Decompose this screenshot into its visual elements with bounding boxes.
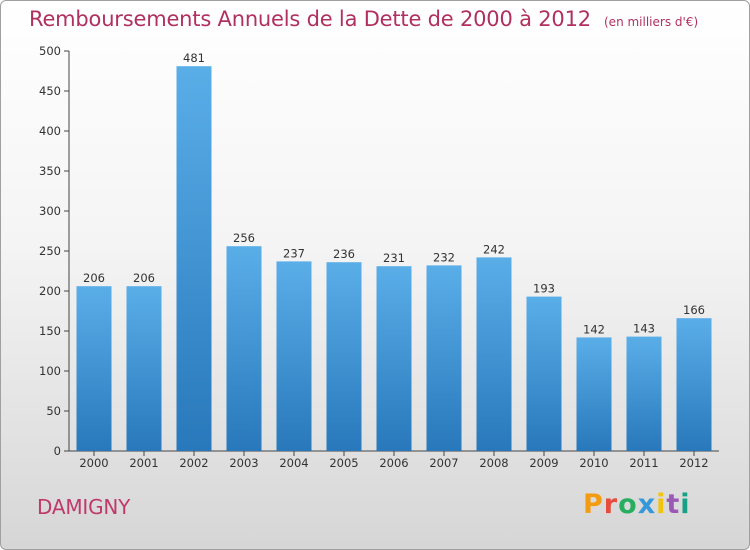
chart-bars [76,66,712,451]
bar [476,257,512,451]
bar-value-label: 193 [533,282,555,296]
bar-value-label: 481 [183,51,205,65]
x-tick-label: 2000 [79,456,108,470]
logo-letter: t [666,489,681,520]
y-tick-label: 200 [39,284,61,298]
chart-labels: 0 50 100 150 200 250 300 350 400 450 500 2000 206 200… [39,44,709,470]
bar-value-label: 236 [333,247,355,261]
x-tick-label: 2001 [129,456,158,470]
bar [326,262,362,451]
y-tick-label: 0 [54,444,61,458]
bar [676,318,712,451]
title-row: Remboursements Annuels de la Dette de 20… [29,7,698,31]
y-tick-label: 450 [39,84,61,98]
logo-letter: P [583,489,604,520]
logo-letter: x [637,489,657,520]
x-tick-label: 2011 [629,456,658,470]
logo-letter: o [618,489,638,520]
bar [126,286,162,451]
x-tick-label: 2006 [379,456,408,470]
x-tick-label: 2005 [329,456,358,470]
logo-letter: i [680,489,691,520]
y-tick-label: 300 [39,204,61,218]
y-tick-label: 50 [46,404,61,418]
bar [276,261,312,451]
proxiti-logo[interactable]: Proxiti [583,489,691,520]
bar-value-label: 232 [433,250,455,264]
bar [376,266,412,451]
y-tick-label: 100 [39,364,61,378]
bar-value-label: 256 [233,231,255,245]
x-tick-label: 2004 [279,456,308,470]
y-tick-label: 250 [39,244,61,258]
bar-value-label: 143 [633,322,655,336]
x-tick-label: 2009 [529,456,558,470]
x-tick-label: 2002 [179,456,208,470]
y-tick-label: 150 [39,324,61,338]
x-tick-label: 2007 [429,456,458,470]
bar [176,66,212,451]
bar-value-label: 237 [283,246,305,260]
y-tick-label: 400 [39,124,61,138]
bar-value-label: 206 [83,271,105,285]
chart-subtitle: (en milliers d'€) [604,15,699,29]
bar [226,246,262,451]
x-tick-label: 2010 [579,456,608,470]
bar [626,336,662,451]
x-tick-label: 2012 [679,456,708,470]
bar [576,337,612,451]
bar-value-label: 231 [383,251,405,265]
bar [76,286,112,451]
x-tick-label: 2003 [229,456,258,470]
bar-value-label: 206 [133,271,155,285]
bar-value-label: 142 [583,322,605,336]
y-tick-label: 350 [39,164,61,178]
bar-value-label: 166 [683,303,705,317]
bar-value-label: 242 [483,242,505,256]
logo-letter: i [656,489,667,520]
chart-title: Remboursements Annuels de la Dette de 20… [29,7,591,31]
bar [526,296,562,451]
logo-letter: r [603,489,619,520]
city-name: DAMIGNY [37,495,131,519]
x-tick-label: 2008 [479,456,508,470]
bar [426,265,462,451]
y-tick-label: 500 [39,44,61,58]
